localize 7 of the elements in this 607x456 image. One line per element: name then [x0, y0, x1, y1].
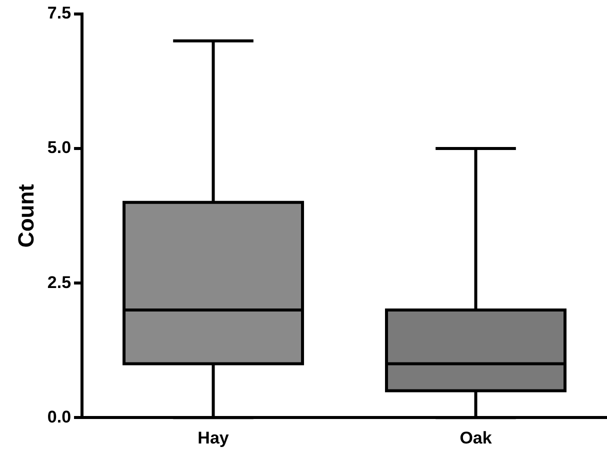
x-tick-label: Hay [198, 428, 230, 448]
y-axis-title: Count [13, 183, 38, 248]
y-tick-label: 0.0 [47, 407, 72, 426]
y-tick-label: 2.5 [47, 272, 72, 292]
y-tick-label: 7.5 [47, 4, 72, 23]
x-tick-label: Oak [460, 428, 492, 448]
y-tick-label: 5.0 [47, 138, 72, 158]
